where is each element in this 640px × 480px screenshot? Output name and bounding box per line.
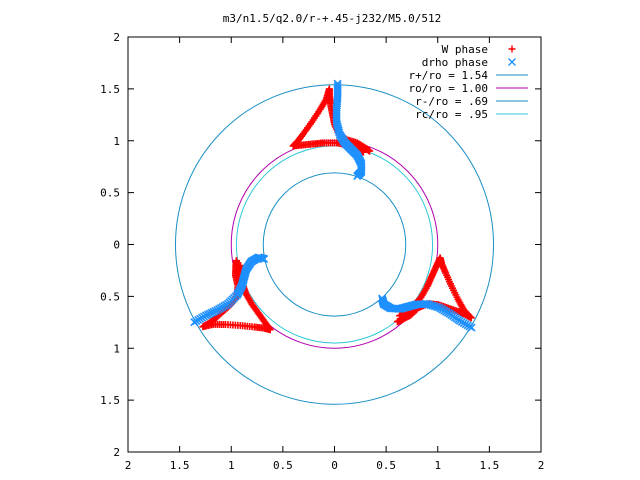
reference-circle-2: [262, 172, 407, 317]
legend-swatch-marker: [508, 45, 516, 53]
x-tick-label: 2: [538, 459, 545, 472]
data-point: [396, 312, 404, 320]
y-tick-label: 1.5: [100, 394, 120, 407]
y-tick-label: 1: [113, 342, 120, 355]
x-tick-label: 0.5: [273, 459, 293, 472]
legend-label: r+/ro = 1.54: [409, 69, 489, 82]
x-tick-label: 0.5: [376, 459, 396, 472]
data-point: [260, 254, 269, 264]
x-tick-label: 1.5: [479, 459, 499, 472]
series-1: [190, 79, 476, 332]
legend-label: rc/ro = .95: [415, 108, 488, 121]
data-point: [378, 294, 387, 303]
legend-swatch-marker: [508, 58, 516, 66]
legend-label: r-/ro = .69: [415, 95, 488, 108]
y-tick-label: 1.5: [100, 83, 120, 96]
legend-label: ro/ro = 1.00: [409, 82, 488, 95]
chart-title: m3/n1.5/q2.0/r-+.45-j232/M5.0/512: [223, 12, 442, 25]
x-tick-label: 0: [331, 459, 338, 472]
data-point: [353, 171, 362, 181]
y-tick-label: 2: [113, 446, 120, 459]
y-tick-label: 0.5: [100, 290, 120, 303]
x-tick-label: 1.5: [170, 459, 190, 472]
y-tick-label: 2: [113, 31, 120, 44]
axes: 2 1.5 1 0.5 0 0.5 1 1.5 221.510.500.511.52: [100, 31, 544, 472]
x-tick-label: 1: [228, 459, 235, 472]
y-tick-label: 0.5: [100, 187, 120, 200]
x-tick-label: 2: [125, 459, 132, 472]
y-tick-label: 1: [113, 135, 120, 148]
legend-label: W phase: [442, 43, 488, 56]
x-tick-label: 1: [434, 459, 441, 472]
legend-label: drho phase: [422, 56, 488, 69]
data-point: [236, 262, 244, 270]
y-tick-label: 0: [113, 239, 120, 252]
plot-area: [174, 79, 495, 405]
